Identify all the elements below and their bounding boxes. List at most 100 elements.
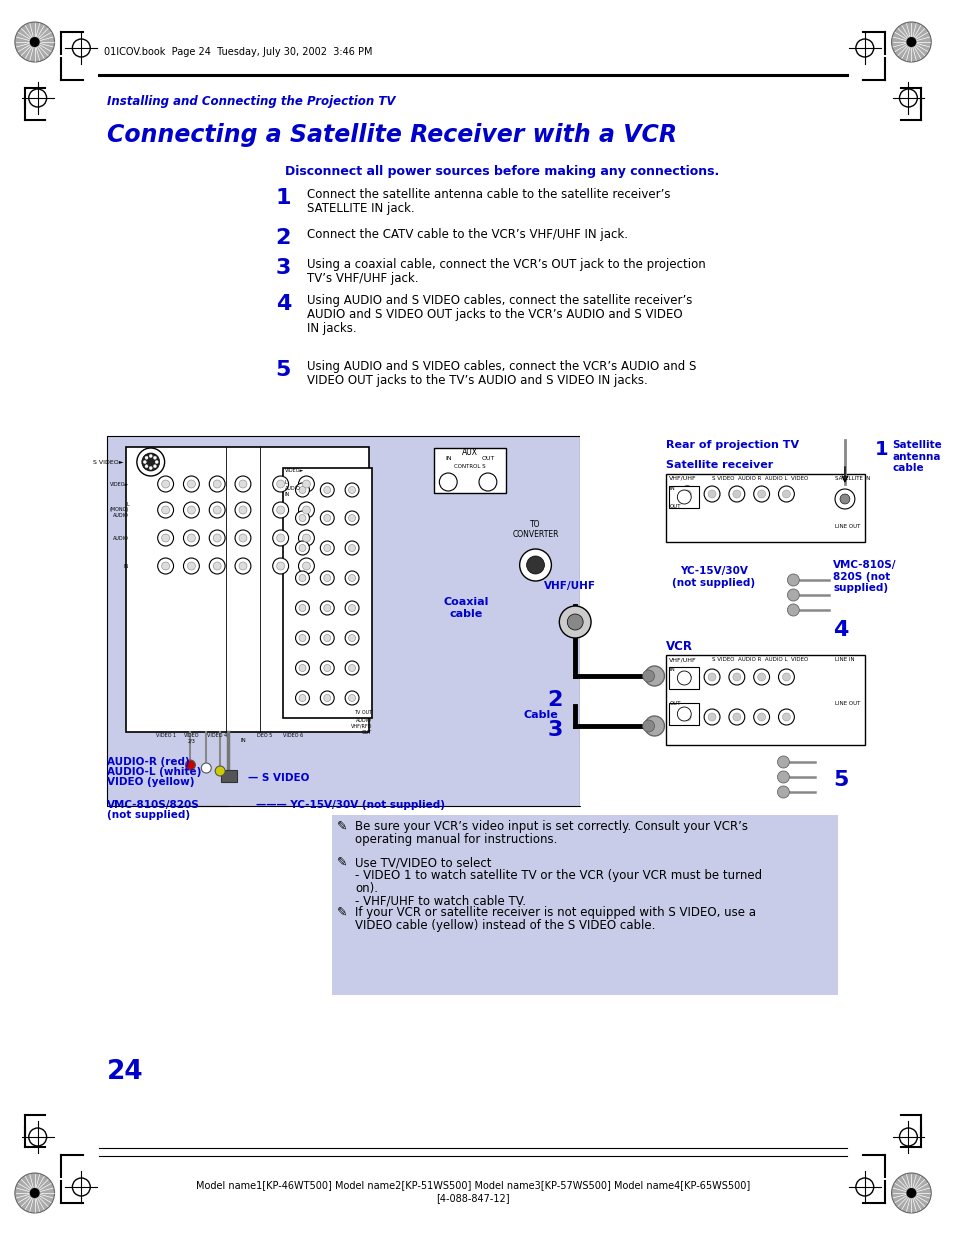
Circle shape: [786, 589, 799, 601]
Text: ✎: ✎: [336, 906, 347, 919]
Text: Using AUDIO and S VIDEO cables, connect the satellite receiver’s: Using AUDIO and S VIDEO cables, connect …: [307, 294, 692, 308]
Bar: [107, 436, 579, 806]
Text: VIDEO (yellow): VIDEO (yellow): [107, 777, 194, 787]
Circle shape: [295, 483, 309, 496]
Text: ✎: ✎: [336, 856, 347, 869]
Circle shape: [323, 604, 331, 611]
Circle shape: [143, 461, 146, 463]
Bar: [666, 655, 863, 745]
Circle shape: [644, 666, 663, 685]
Circle shape: [15, 1173, 54, 1213]
Text: VIDEO 4: VIDEO 4: [207, 734, 227, 739]
Circle shape: [757, 490, 765, 498]
Circle shape: [295, 541, 309, 555]
Circle shape: [323, 574, 331, 582]
Text: Using AUDIO and S VIDEO cables, connect the VCR’s AUDIO and S: Using AUDIO and S VIDEO cables, connect …: [307, 359, 696, 373]
Circle shape: [345, 483, 358, 496]
Text: - VIDEO 1 to watch satellite TV or the VCR (your VCR must be turned: - VIDEO 1 to watch satellite TV or the V…: [355, 869, 761, 882]
Text: IN: IN: [669, 487, 675, 492]
Text: IN: IN: [124, 563, 129, 568]
Circle shape: [295, 571, 309, 585]
Circle shape: [157, 475, 173, 492]
Circle shape: [348, 635, 355, 641]
Circle shape: [276, 562, 284, 571]
Text: YC-15V/30V
(not supplied): YC-15V/30V (not supplied): [672, 566, 755, 588]
Circle shape: [703, 669, 720, 685]
Text: VIDEO►: VIDEO►: [110, 482, 129, 487]
Circle shape: [345, 601, 358, 615]
Circle shape: [320, 483, 334, 496]
Circle shape: [157, 558, 173, 574]
Circle shape: [679, 669, 695, 685]
Circle shape: [295, 511, 309, 525]
Bar: [332, 815, 837, 995]
Circle shape: [298, 604, 306, 611]
Circle shape: [777, 756, 788, 768]
Circle shape: [786, 574, 799, 585]
Circle shape: [298, 475, 314, 492]
Text: LINE OUT: LINE OUT: [834, 701, 860, 706]
Text: OUT: OUT: [480, 456, 494, 461]
Circle shape: [161, 506, 170, 514]
Circle shape: [276, 506, 284, 514]
Circle shape: [187, 480, 195, 488]
Circle shape: [276, 480, 284, 488]
Text: ✎: ✎: [336, 820, 347, 832]
Circle shape: [161, 480, 170, 488]
Text: IN: IN: [669, 667, 675, 672]
Text: VIDEO 6: VIDEO 6: [283, 734, 303, 739]
Circle shape: [213, 562, 221, 571]
Text: 3: 3: [275, 258, 291, 278]
Text: Connect the satellite antenna cable to the satellite receiver’s: Connect the satellite antenna cable to t…: [307, 188, 670, 201]
Text: VMC-810S/
820S (not
supplied): VMC-810S/ 820S (not supplied): [832, 559, 896, 593]
Circle shape: [302, 562, 310, 571]
Circle shape: [145, 464, 148, 468]
Circle shape: [777, 785, 788, 798]
Text: LINE OUT: LINE OUT: [834, 524, 860, 529]
Circle shape: [478, 473, 497, 492]
Text: AUDIO-L (white): AUDIO-L (white): [107, 767, 201, 777]
Circle shape: [320, 511, 334, 525]
Circle shape: [732, 673, 740, 680]
Text: 2: 2: [547, 690, 562, 710]
Text: 5: 5: [275, 359, 291, 380]
Circle shape: [185, 760, 195, 769]
Text: AUDIO and S VIDEO OUT jacks to the VCR’s AUDIO and S VIDEO: AUDIO and S VIDEO OUT jacks to the VCR’s…: [307, 308, 682, 321]
Circle shape: [891, 22, 930, 62]
Text: ——— YC-15V/30V (not supplied): ——— YC-15V/30V (not supplied): [255, 800, 444, 810]
Text: on).: on).: [355, 882, 377, 895]
Text: VHF/UHF: VHF/UHF: [669, 475, 697, 480]
Text: Disconnect all power sources before making any connections.: Disconnect all power sources before maki…: [284, 165, 719, 178]
Circle shape: [161, 562, 170, 571]
Text: Use TV/VIDEO to select: Use TV/VIDEO to select: [355, 856, 491, 869]
Text: TO
CONVERTER: TO CONVERTER: [512, 520, 558, 540]
Text: TV OUT: TV OUT: [354, 710, 372, 715]
Circle shape: [276, 534, 284, 542]
Circle shape: [905, 37, 916, 47]
Circle shape: [732, 490, 740, 498]
Circle shape: [753, 669, 769, 685]
Circle shape: [320, 692, 334, 705]
Circle shape: [728, 709, 744, 725]
Text: S VIDEO  AUDIO R  AUDIO L  VIDEO: S VIDEO AUDIO R AUDIO L VIDEO: [711, 657, 807, 662]
Text: SATELLITE IN jack.: SATELLITE IN jack.: [307, 203, 415, 215]
Text: Be sure your VCR’s video input is set correctly. Consult your VCR’s: Be sure your VCR’s video input is set co…: [355, 820, 747, 832]
Circle shape: [707, 490, 716, 498]
Circle shape: [298, 574, 306, 582]
Text: VIDEO cable (yellow) instead of the S VIDEO cable.: VIDEO cable (yellow) instead of the S VI…: [355, 919, 655, 932]
Circle shape: [155, 461, 158, 463]
Circle shape: [348, 604, 355, 611]
Circle shape: [567, 614, 582, 630]
Circle shape: [323, 664, 331, 672]
Circle shape: [519, 550, 551, 580]
Circle shape: [239, 480, 247, 488]
Text: CONTROL S: CONTROL S: [454, 464, 485, 469]
Circle shape: [323, 515, 331, 521]
Circle shape: [183, 530, 199, 546]
Circle shape: [187, 534, 195, 542]
Text: Connect the CATV cable to the VCR’s VHF/UHF IN jack.: Connect the CATV cable to the VCR’s VHF/…: [307, 228, 628, 241]
Circle shape: [345, 631, 358, 645]
Text: operating manual for instructions.: operating manual for instructions.: [355, 832, 557, 846]
Circle shape: [273, 530, 289, 546]
Text: L
(MONO)
AUDIO: L (MONO) AUDIO: [110, 501, 129, 519]
